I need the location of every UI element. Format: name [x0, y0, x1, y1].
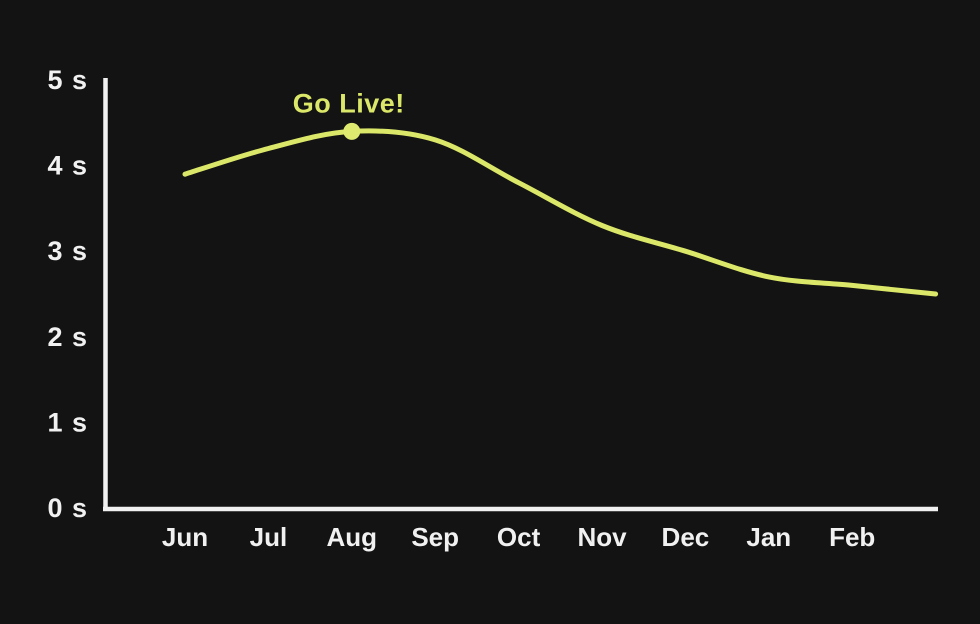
x-tick-label: Jan [746, 522, 791, 552]
data-line-series [182, 128, 939, 297]
x-tick-label: Jun [162, 522, 208, 552]
x-tick-label: Oct [497, 522, 541, 552]
x-tick-label: Nov [577, 522, 627, 552]
x-tick-label: Feb [829, 522, 875, 552]
x-tick-label: Sep [411, 522, 459, 552]
x-tick-label: Aug [327, 522, 378, 552]
x-tick-label: Dec [662, 522, 710, 552]
annotation-label: Go Live! [293, 88, 405, 118]
y-tick-label: 5 s [47, 65, 88, 95]
go-live-marker-dot [343, 122, 361, 140]
y-tick-label: 0 s [47, 493, 88, 523]
y-tick-label: 3 s [47, 236, 88, 266]
y-axis-tick-labels: 0 s 1 s 2 s 3 s 4 s 5 s [47, 65, 88, 523]
x-axis-tick-labels: Jun Jul Aug Sep Oct Nov Dec Jan Feb [162, 522, 875, 552]
y-tick-label: 2 s [47, 322, 88, 352]
y-tick-label: 1 s [47, 407, 88, 437]
y-tick-label: 4 s [47, 151, 88, 181]
x-tick-label: Jul [250, 522, 288, 552]
